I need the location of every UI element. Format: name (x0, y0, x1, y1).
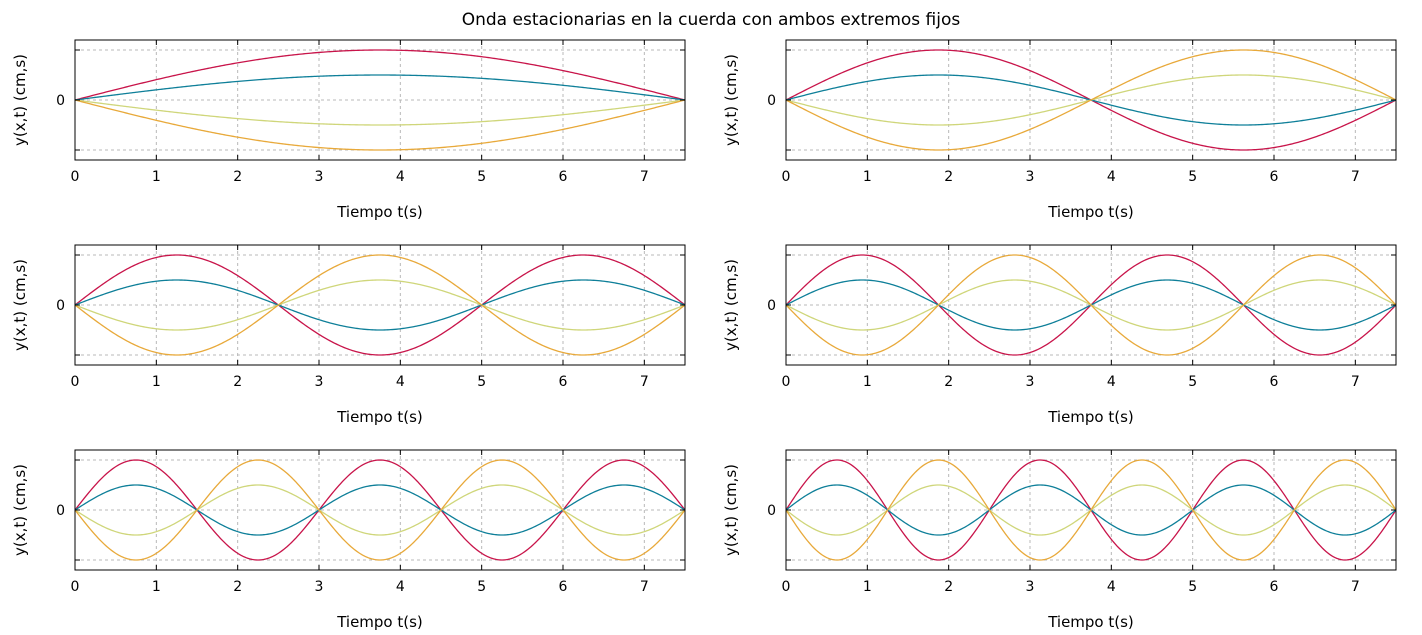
x-tick-label: 5 (477, 169, 486, 185)
x-tick-label: 5 (477, 579, 486, 595)
x-tick-label: 3 (1026, 169, 1035, 185)
x-tick-label: 3 (315, 169, 324, 185)
x-tick-label: 3 (1026, 374, 1035, 390)
x-tick-label: 5 (1188, 374, 1197, 390)
y-axis-label: y(x,t) (cm,s) (722, 259, 740, 351)
x-tick-label: 4 (1107, 169, 1116, 185)
x-tick-label: 0 (782, 374, 791, 390)
series-line-4 (785, 254, 1397, 356)
figure-title: Onda estacionarias en la cuerda con ambo… (462, 10, 961, 30)
y-tick-label: 0 (767, 93, 776, 109)
series-line-1 (74, 49, 686, 101)
y-tick-label: 0 (56, 298, 65, 314)
x-tick-label: 3 (315, 374, 324, 390)
y-tick-label: 0 (56, 503, 65, 519)
x-tick-label: 6 (1270, 579, 1279, 595)
x-axis-label: Tiempo t(s) (336, 408, 423, 426)
series-line-4 (785, 459, 1397, 561)
series-line-2 (74, 279, 686, 331)
series-line-1 (74, 459, 686, 561)
series-line-2 (74, 484, 686, 536)
series-line-1 (74, 254, 686, 356)
y-axis-label: y(x,t) (cm,s) (11, 464, 29, 556)
series-line-3 (74, 484, 686, 536)
series-line-4 (74, 99, 686, 151)
x-tick-label: 7 (1351, 374, 1360, 390)
x-tick-label: 6 (559, 169, 568, 185)
y-axis-label: y(x,t) (cm,s) (11, 54, 29, 146)
x-tick-label: 4 (396, 169, 405, 185)
subplot-5: 0 1 2 3 4 5 6 7 0 Tiempo t(s) y(x,t) (cm,s) (11, 449, 686, 631)
x-tick-label: 2 (233, 374, 242, 390)
x-tick-label: 2 (944, 374, 953, 390)
subplot-1: 0 1 2 3 4 5 6 7 0 Tiempo t(s) y(x,t) (cm,s) (11, 39, 686, 221)
series-line-3 (74, 99, 686, 126)
x-tick-label: 1 (863, 374, 872, 390)
x-tick-label: 0 (782, 169, 791, 185)
x-tick-label: 1 (152, 374, 161, 390)
x-axis-label: Tiempo t(s) (336, 613, 423, 631)
x-tick-label: 0 (71, 374, 80, 390)
x-tick-label: 2 (233, 579, 242, 595)
x-tick-label: 7 (640, 374, 649, 390)
x-tick-label: 4 (396, 579, 405, 595)
x-tick-label: 5 (1188, 169, 1197, 185)
subplot-6: 0 1 2 3 4 5 6 7 0 Tiempo t(s) y(x,t) (cm,s) (722, 449, 1397, 631)
x-tick-label: 1 (863, 579, 872, 595)
x-tick-label: 2 (233, 169, 242, 185)
subplot-3: 0 1 2 3 4 5 6 7 0 Tiempo t(s) y(x,t) (cm,s) (11, 244, 686, 426)
series-line-4 (785, 49, 1397, 151)
x-tick-label: 6 (1270, 169, 1279, 185)
x-tick-label: 6 (559, 579, 568, 595)
y-tick-label: 0 (767, 503, 776, 519)
x-tick-label: 5 (477, 374, 486, 390)
x-tick-label: 7 (1351, 579, 1360, 595)
x-axis-label: Tiempo t(s) (1047, 613, 1134, 631)
x-tick-label: 4 (1107, 374, 1116, 390)
x-tick-label: 3 (315, 579, 324, 595)
subplot-2: 0 1 2 3 4 5 6 7 0 Tiempo t(s) y(x,t) (cm,s) (722, 39, 1397, 221)
x-tick-label: 7 (640, 579, 649, 595)
x-tick-label: 0 (782, 579, 791, 595)
x-tick-label: 1 (152, 579, 161, 595)
y-axis-label: y(x,t) (cm,s) (722, 54, 740, 146)
x-tick-label: 2 (944, 579, 953, 595)
y-axis-label: y(x,t) (cm,s) (11, 259, 29, 351)
series-line-4 (74, 459, 686, 561)
x-tick-label: 7 (1351, 169, 1360, 185)
x-tick-label: 0 (71, 169, 80, 185)
x-axis-label: Tiempo t(s) (1047, 408, 1134, 426)
x-tick-label: 1 (152, 169, 161, 185)
y-tick-label: 0 (56, 93, 65, 109)
y-axis-label: y(x,t) (cm,s) (722, 464, 740, 556)
x-tick-label: 5 (1188, 579, 1197, 595)
x-axis-label: Tiempo t(s) (336, 203, 423, 221)
x-tick-label: 6 (1270, 374, 1279, 390)
x-tick-label: 3 (1026, 579, 1035, 595)
subplot-grid: 0 1 2 3 4 5 6 7 0 Tiempo t(s) y(x,t) (cm,s) 0 1 2 3 4 5 6… (11, 39, 1397, 631)
x-axis-label: Tiempo t(s) (1047, 203, 1134, 221)
x-tick-label: 6 (559, 374, 568, 390)
x-tick-label: 4 (1107, 579, 1116, 595)
x-tick-label: 1 (863, 169, 872, 185)
x-tick-label: 0 (71, 579, 80, 595)
series-line-2 (74, 74, 686, 101)
y-tick-label: 0 (767, 298, 776, 314)
x-tick-label: 4 (396, 374, 405, 390)
series-line-3 (74, 279, 686, 331)
x-tick-label: 7 (640, 169, 649, 185)
series-line-4 (74, 254, 686, 356)
x-tick-label: 2 (944, 169, 953, 185)
subplot-4: 0 1 2 3 4 5 6 7 0 Tiempo t(s) y(x,t) (cm,s) (722, 244, 1397, 426)
